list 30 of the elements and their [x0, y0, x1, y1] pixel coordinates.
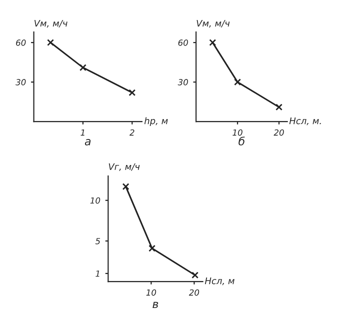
text: в — [152, 302, 158, 308]
point — [234, 78, 241, 86]
point — [47, 39, 54, 46]
x-tick-label: 20 — [274, 129, 284, 136]
point — [122, 183, 130, 190]
point — [79, 64, 86, 72]
y-tick-label: 60 — [16, 40, 26, 46]
y-axis-title: Vм, м/ч — [196, 20, 230, 28]
point — [276, 104, 282, 111]
x-tick-label: 20 — [188, 289, 200, 296]
text: б — [238, 136, 245, 146]
y-tick-label: 5 — [95, 238, 100, 244]
y-tick-label: 60 — [178, 40, 188, 46]
x-axis-title: Hсл, м — [204, 278, 234, 286]
y-axis-title: Vм, м/ч — [34, 20, 68, 28]
text: а — [84, 139, 91, 146]
y-tick-label: 1 — [96, 270, 100, 277]
y-tick-label: 10 — [90, 197, 100, 204]
x-tick-label: 10 — [232, 129, 242, 136]
y-tick-label: 30 — [16, 79, 26, 86]
x-axis-title: Hсл, м. — [289, 118, 321, 126]
point — [209, 39, 216, 46]
point — [192, 272, 199, 279]
point — [128, 89, 136, 96]
y-tick-label: 30 — [178, 79, 188, 86]
x-tick-label: 1 — [80, 129, 84, 136]
x-tick-label: 2 — [130, 129, 134, 136]
point — [148, 244, 156, 252]
y-axis-title: Vг, м/ч — [108, 163, 140, 171]
x-axis-title: hр, м — [144, 117, 168, 126]
